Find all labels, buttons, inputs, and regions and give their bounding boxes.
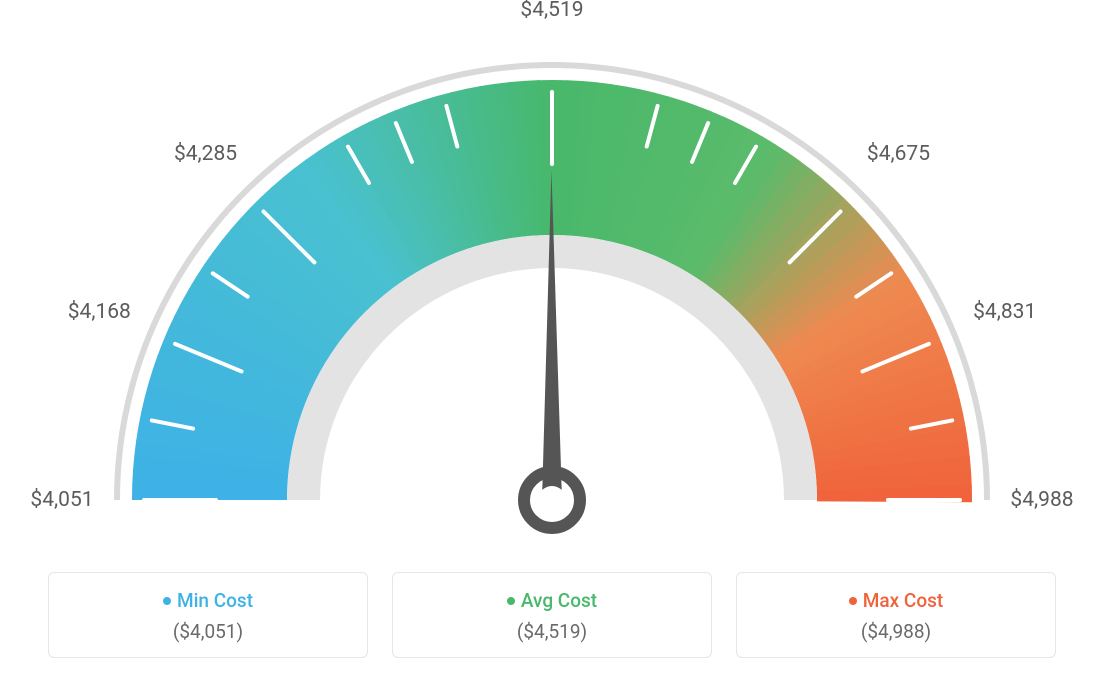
gauge-scale-label: $4,051 <box>30 488 93 512</box>
gauge-scale-label: $4,831 <box>973 300 1036 324</box>
legend-value-min: ($4,051) <box>61 620 355 643</box>
gauge-scale-label: $4,519 <box>520 0 583 22</box>
legend-card-max: Max Cost ($4,988) <box>736 572 1056 658</box>
legend-title-avg: Avg Cost <box>405 589 699 612</box>
gauge-chart: $4,051 $4,168 $4,285 $4,519 $4,675 $4,831 $4,9… <box>0 0 1104 560</box>
legend-dot-icon <box>163 597 171 605</box>
legend-value-max: ($4,988) <box>749 620 1043 643</box>
legend-title-min: Min Cost <box>61 589 355 612</box>
gauge-scale-label: $4,168 <box>68 300 131 324</box>
gauge-scale-label: $4,675 <box>867 142 930 166</box>
gauge-scale-label: $4,285 <box>174 142 237 166</box>
legend-dot-icon <box>507 597 515 605</box>
legend-title-text: Avg Cost <box>521 589 597 612</box>
legend-card-min: Min Cost ($4,051) <box>48 572 368 658</box>
legend-title-text: Max Cost <box>863 589 943 612</box>
legend-value-avg: ($4,519) <box>405 620 699 643</box>
legend-title-text: Min Cost <box>177 589 253 612</box>
legend-dot-icon <box>849 597 857 605</box>
legend-card-avg: Avg Cost ($4,519) <box>392 572 712 658</box>
gauge-svg <box>0 0 1104 560</box>
legend-row: Min Cost ($4,051) Avg Cost ($4,519) Max Cost… <box>0 572 1104 658</box>
legend-title-max: Max Cost <box>749 589 1043 612</box>
gauge-scale-label: $4,988 <box>1010 488 1073 512</box>
